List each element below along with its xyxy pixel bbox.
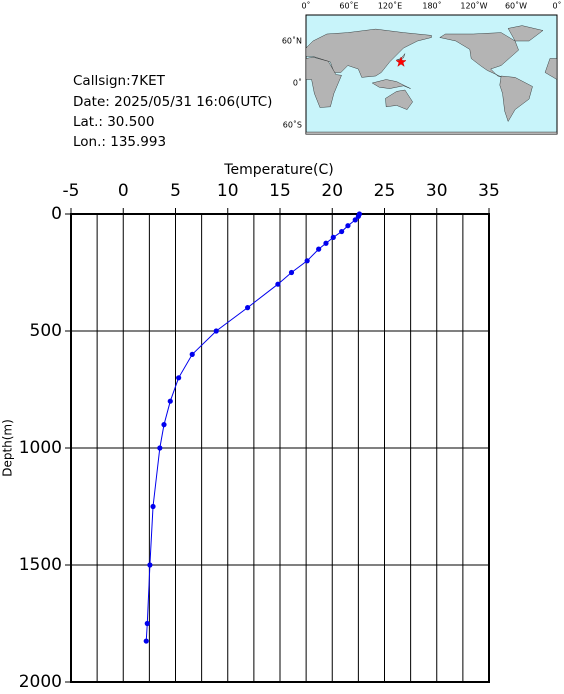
data-point: [143, 638, 149, 644]
x-tick-label: 25: [374, 181, 396, 201]
x-tick-label: -5: [63, 181, 80, 201]
data-point: [144, 620, 150, 627]
map-lon-label: 120˚W: [460, 1, 487, 11]
longitude: Lon.: 135.993: [73, 134, 166, 150]
data-point: [147, 562, 153, 568]
data-point: [355, 213, 361, 219]
data-point: [161, 422, 167, 428]
data-point: [323, 240, 329, 246]
data-point: [167, 398, 173, 404]
data-point: [304, 258, 310, 264]
data-point: [157, 445, 163, 451]
y-tick-label: 2000: [19, 672, 62, 690]
callsign: Callsign:7KET: [73, 73, 166, 89]
data-point: [213, 328, 219, 334]
x-tick-label: 20: [321, 181, 343, 201]
x-tick-label: 35: [478, 181, 500, 201]
x-tick-label: 0: [118, 181, 129, 201]
map-lon-label: 0˚: [552, 1, 561, 11]
data-point: [345, 223, 351, 229]
y-tick-label: 0: [51, 204, 62, 224]
y-axis-title: Depth(m): [1, 419, 15, 477]
map-lon-label: 60˚W: [505, 1, 527, 11]
data-point: [330, 234, 336, 240]
latitude: Lat.: 30.500: [73, 114, 154, 130]
data-point: [176, 375, 182, 381]
data-point: [150, 503, 156, 510]
map-lon-label: 120˚E: [378, 1, 402, 11]
profile-line: [145, 213, 360, 642]
y-tick-label: 1000: [19, 438, 62, 458]
x-tick-label: 30: [426, 181, 448, 201]
map-lat-label: 60˚N: [282, 36, 302, 46]
data-point: [339, 228, 345, 235]
y-tick-label: 500: [30, 321, 62, 341]
map-lon-label: 0˚: [301, 1, 310, 11]
map-lon-label: 60˚E: [339, 1, 358, 11]
map-lon-label: 180˚: [422, 1, 441, 11]
data-point: [352, 217, 358, 223]
data-point: [288, 269, 295, 276]
data-point: [245, 305, 251, 311]
data-point: [275, 281, 281, 287]
data-point: [316, 246, 322, 252]
x-tick-label: 5: [170, 181, 181, 201]
data-point: [189, 351, 195, 357]
x-axis-title: Temperature(C): [223, 162, 333, 178]
date: Date: 2025/05/31 16:06(UTC): [73, 94, 272, 110]
world-map: [305, 14, 558, 135]
map-lat-label: 0˚: [293, 78, 302, 88]
y-tick-label: 1500: [19, 555, 62, 575]
map-lat-label: 60˚S: [283, 120, 302, 130]
x-tick-label: 10: [217, 181, 239, 201]
x-tick-label: 15: [269, 181, 291, 201]
plot-frame: [70, 213, 490, 683]
